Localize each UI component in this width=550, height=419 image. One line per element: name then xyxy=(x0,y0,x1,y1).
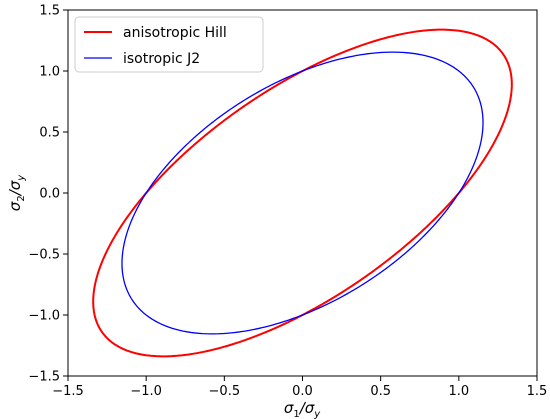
plot-curves xyxy=(92,28,513,358)
x-axis-ticks: −1.5 −1.0 −0.5 0.0 0.5 1.0 1.5 xyxy=(52,376,547,399)
legend-label-isotropic-j2: isotropic J2 xyxy=(123,51,200,67)
legend: anisotropic Hill isotropic J2 xyxy=(74,16,264,73)
series-line-isotropic-j2 xyxy=(121,51,484,335)
x-tick-label: −1.0 xyxy=(130,384,162,399)
x-tick-label: −1.5 xyxy=(52,384,84,399)
x-axis-label: σ1/σy xyxy=(284,399,321,419)
y-tick-label: −1.0 xyxy=(28,309,60,324)
x-tick-label: 1.0 xyxy=(448,384,469,399)
y-tick-label: −0.5 xyxy=(28,248,60,263)
y-tick-label: 0.0 xyxy=(39,187,60,202)
x-tick-label: 1.5 xyxy=(527,384,548,399)
x-tick-label: 0.5 xyxy=(370,384,391,399)
x-tick-label: 0.0 xyxy=(292,384,313,399)
y-tick-label: 0.5 xyxy=(39,126,60,141)
y-tick-label: 1.0 xyxy=(39,65,60,80)
y-axis-label: σ2/σy xyxy=(6,174,27,211)
legend-label-anisotropic-hill: anisotropic Hill xyxy=(123,25,227,41)
y-tick-label: 1.5 xyxy=(39,4,60,19)
x-tick-label: −0.5 xyxy=(209,384,241,399)
legend-box xyxy=(74,16,264,73)
y-tick-label: −1.5 xyxy=(28,370,60,385)
y-axis-ticks: −1.5 −1.0 −0.5 0.0 0.5 1.0 1.5 xyxy=(28,4,68,385)
